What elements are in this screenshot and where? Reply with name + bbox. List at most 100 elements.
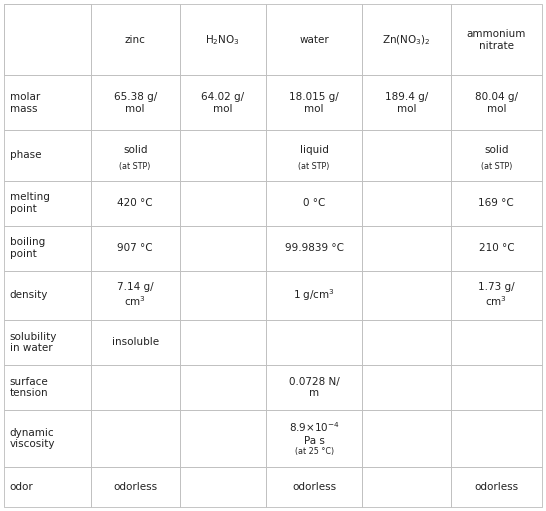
Bar xyxy=(266,410,363,468)
Text: odorless: odorless xyxy=(474,482,519,492)
Bar xyxy=(91,4,180,75)
Bar xyxy=(451,75,542,130)
Bar xyxy=(266,226,363,271)
Bar xyxy=(180,181,266,226)
Bar xyxy=(180,410,266,468)
Text: 0 °C: 0 °C xyxy=(303,198,325,208)
Bar xyxy=(451,271,542,320)
Bar xyxy=(180,320,266,365)
Bar xyxy=(4,271,91,320)
Text: solubility
in water: solubility in water xyxy=(10,332,57,353)
Bar xyxy=(180,271,266,320)
Bar xyxy=(266,4,363,75)
Bar xyxy=(363,226,451,271)
Bar xyxy=(451,181,542,226)
Bar xyxy=(4,181,91,226)
Bar xyxy=(180,365,266,410)
Text: (at 25 °C): (at 25 °C) xyxy=(295,447,334,456)
Text: ammonium
nitrate: ammonium nitrate xyxy=(467,29,526,51)
Bar xyxy=(363,4,451,75)
Bar xyxy=(363,130,451,181)
Text: Zn(NO$_3$)$_2$: Zn(NO$_3$)$_2$ xyxy=(382,33,431,47)
Text: 80.04 g/
mol: 80.04 g/ mol xyxy=(475,92,518,113)
Bar xyxy=(91,410,180,468)
Bar xyxy=(363,365,451,410)
Bar xyxy=(363,75,451,130)
Text: 1 g/cm$^3$: 1 g/cm$^3$ xyxy=(293,287,335,303)
Text: boiling
point: boiling point xyxy=(10,237,45,259)
Bar xyxy=(4,320,91,365)
Bar xyxy=(363,410,451,468)
Bar xyxy=(91,271,180,320)
Bar xyxy=(266,75,363,130)
Bar xyxy=(451,365,542,410)
Bar xyxy=(363,181,451,226)
Text: water: water xyxy=(299,35,329,45)
Bar xyxy=(266,365,363,410)
Text: 420 °C: 420 °C xyxy=(117,198,153,208)
Text: 189.4 g/
mol: 189.4 g/ mol xyxy=(385,92,429,113)
Bar xyxy=(180,130,266,181)
Bar xyxy=(451,320,542,365)
Bar xyxy=(451,468,542,507)
Text: density: density xyxy=(10,290,48,300)
Text: (at STP): (at STP) xyxy=(480,162,512,171)
Bar xyxy=(91,365,180,410)
Text: solid: solid xyxy=(484,146,509,155)
Text: H$_2$NO$_3$: H$_2$NO$_3$ xyxy=(205,33,240,47)
Bar xyxy=(91,468,180,507)
Text: melting
point: melting point xyxy=(10,192,50,214)
Bar xyxy=(91,226,180,271)
Bar xyxy=(266,271,363,320)
Text: solid: solid xyxy=(123,146,147,155)
Bar xyxy=(91,181,180,226)
Bar xyxy=(180,226,266,271)
Bar xyxy=(91,130,180,181)
Text: 7.14 g/
cm$^3$: 7.14 g/ cm$^3$ xyxy=(117,282,153,308)
Text: 1.73 g/
cm$^3$: 1.73 g/ cm$^3$ xyxy=(478,282,515,308)
Bar xyxy=(451,130,542,181)
Text: 65.38 g/
mol: 65.38 g/ mol xyxy=(114,92,157,113)
Bar xyxy=(451,4,542,75)
Bar xyxy=(363,468,451,507)
Text: liquid: liquid xyxy=(300,146,329,155)
Bar xyxy=(266,181,363,226)
Bar xyxy=(266,320,363,365)
Bar xyxy=(91,75,180,130)
Bar xyxy=(451,410,542,468)
Bar xyxy=(4,468,91,507)
Text: 907 °C: 907 °C xyxy=(117,243,153,253)
Bar xyxy=(4,410,91,468)
Bar xyxy=(4,4,91,75)
Text: odor: odor xyxy=(10,482,33,492)
Text: 99.9839 °C: 99.9839 °C xyxy=(284,243,343,253)
Text: 169 °C: 169 °C xyxy=(478,198,514,208)
Bar xyxy=(91,320,180,365)
Bar xyxy=(180,75,266,130)
Text: odorless: odorless xyxy=(113,482,157,492)
Bar xyxy=(266,130,363,181)
Bar xyxy=(4,4,91,75)
Text: (at STP): (at STP) xyxy=(299,162,330,171)
Text: 64.02 g/
mol: 64.02 g/ mol xyxy=(201,92,245,113)
Bar xyxy=(180,468,266,507)
Text: insoluble: insoluble xyxy=(111,337,159,347)
Text: 0.0728 N/
m: 0.0728 N/ m xyxy=(289,377,340,398)
Text: 18.015 g/
mol: 18.015 g/ mol xyxy=(289,92,339,113)
Text: molar
mass: molar mass xyxy=(10,92,40,113)
Bar xyxy=(4,226,91,271)
Text: phase: phase xyxy=(10,150,41,160)
Text: 8.9×10$^{-4}$
Pa s: 8.9×10$^{-4}$ Pa s xyxy=(289,420,340,446)
Bar xyxy=(363,271,451,320)
Text: zinc: zinc xyxy=(124,35,146,45)
Bar xyxy=(4,365,91,410)
Bar xyxy=(180,4,266,75)
Bar xyxy=(4,130,91,181)
Bar xyxy=(4,75,91,130)
Bar xyxy=(363,320,451,365)
Bar xyxy=(451,226,542,271)
Text: dynamic
viscosity: dynamic viscosity xyxy=(10,428,55,450)
Bar xyxy=(266,468,363,507)
Text: odorless: odorless xyxy=(292,482,336,492)
Text: 210 °C: 210 °C xyxy=(478,243,514,253)
